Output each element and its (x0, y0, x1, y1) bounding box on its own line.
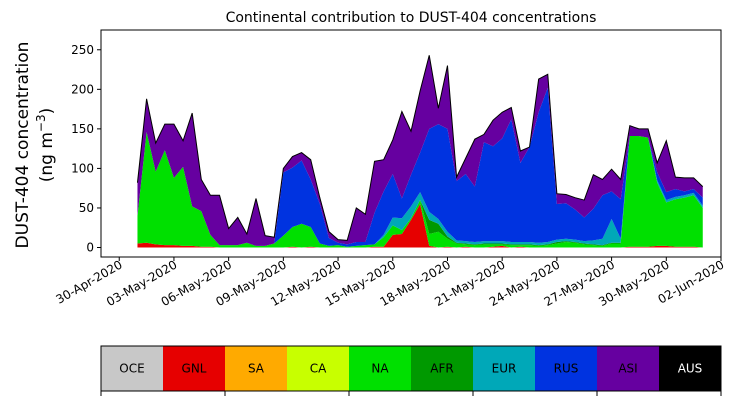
y-tick-label: 50 (79, 201, 94, 215)
area-gnl (137, 204, 703, 248)
y-tick-label: 0 (86, 241, 94, 255)
legend-swatch-sa (225, 346, 287, 391)
y-axis-unit: (ng m−3) (34, 108, 57, 183)
x-axis-ticks: 30-Apr-202003-May-202006-May-202009-May-… (53, 257, 727, 309)
legend-label-na: NA (371, 362, 389, 376)
legend-label-oce: OCE (119, 362, 144, 376)
legend-colorbar: OCE GNL SA CA NA AFR EUR RUS ASI AUS (100, 345, 722, 396)
legend-label-rus: RUS (554, 362, 579, 376)
y-tick-label: 250 (71, 43, 94, 57)
legend-swatch-oce (101, 346, 163, 391)
y-tick-label: 200 (71, 82, 94, 96)
chart-title: Continental contribution to DUST-404 con… (226, 10, 597, 26)
y-axis-label-line1: DUST-404 concentration (13, 42, 33, 249)
y-tick-label: 100 (71, 161, 94, 175)
legend-label-ca: CA (310, 362, 327, 376)
plot-frame (100, 29, 722, 258)
legend-swatch-asi (597, 346, 659, 391)
area-na (137, 132, 703, 248)
legend-label-afr: AFR (430, 362, 453, 376)
legend-frame (100, 345, 722, 392)
y-axis-unit-superscript: −3 (34, 114, 48, 132)
area-rus (137, 87, 703, 247)
area-asi (137, 55, 703, 246)
legend-label-eur: EUR (492, 362, 517, 376)
legend-swatch-ca (287, 346, 349, 391)
stacked-areas (136, 55, 704, 248)
y-tick-label: 150 (71, 122, 94, 136)
legend-label-gnl: GNL (182, 362, 207, 376)
legend-label-asi: ASI (618, 362, 637, 376)
legend-swatch-gnl (163, 346, 225, 391)
y-axis-ticks: 0 50 100 150 200 250 (71, 43, 101, 255)
y-axis-label: DUST-404 concentration (13, 42, 33, 249)
y-axis-unit-close: ) (37, 108, 57, 115)
legend-swatch-na (349, 346, 411, 391)
legend-label-sa: SA (248, 362, 265, 376)
y-axis-unit-text: (ng m (37, 132, 57, 182)
legend-swatch-rus (535, 346, 597, 391)
legend-swatch-aus (659, 346, 721, 391)
legend-swatch-eur (473, 346, 535, 391)
total-outline (136, 55, 704, 241)
legend-label-aus: AUS (678, 362, 703, 376)
legend-swatch-afr (411, 346, 473, 391)
